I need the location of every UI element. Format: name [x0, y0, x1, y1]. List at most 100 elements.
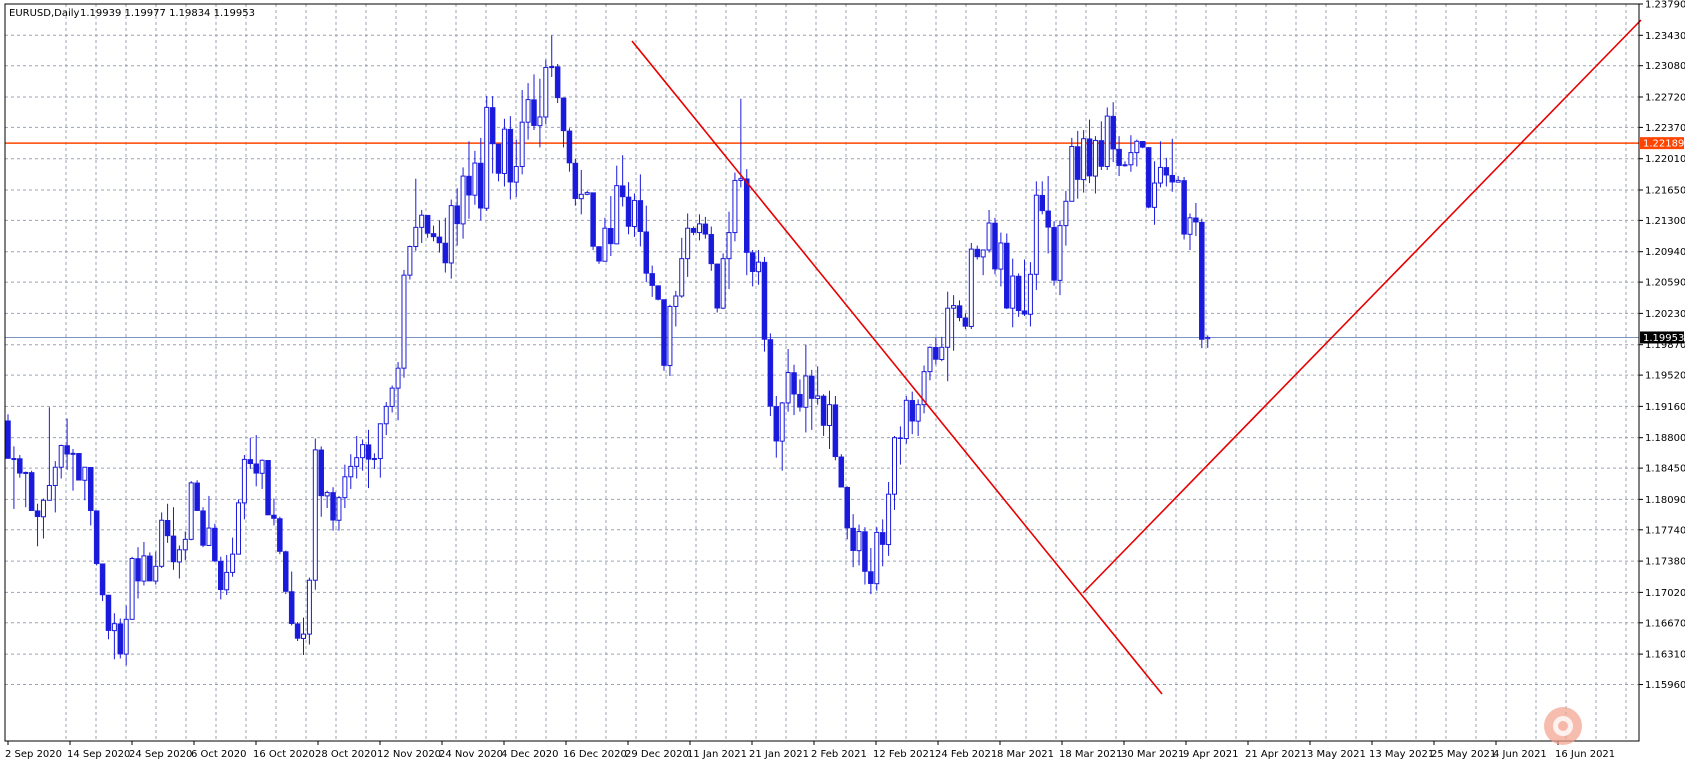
- candle-body-bear: [489, 107, 496, 145]
- time-tick-label: 21 Jan 2021: [749, 749, 809, 760]
- candle-body-bear: [253, 463, 259, 474]
- candle: [625, 182, 632, 235]
- time-tick-label: 2 Feb 2021: [811, 749, 867, 760]
- candle-body-bull: [980, 249, 986, 258]
- candle: [478, 137, 484, 221]
- candle: [1051, 221, 1057, 286]
- candles: [5, 35, 1211, 666]
- candle: [247, 437, 254, 469]
- candle-body-bear: [572, 162, 579, 199]
- candle-body-bull: [159, 519, 165, 567]
- candle: [1199, 218, 1205, 349]
- candle: [76, 453, 82, 481]
- candle: [685, 213, 691, 277]
- candle-body-bull: [1187, 217, 1193, 235]
- candle-body-bull: [395, 367, 401, 389]
- candle-body-bear: [436, 236, 443, 244]
- candle: [1187, 213, 1193, 250]
- candle: [560, 97, 567, 148]
- candle-body-bull: [720, 258, 726, 309]
- candle-body-bear: [531, 99, 537, 126]
- time-tick-label: 18 Mar 2021: [1059, 749, 1122, 760]
- candle-body-bear: [1039, 194, 1045, 212]
- candle-body-bear: [590, 192, 596, 247]
- candle: [1128, 135, 1134, 172]
- candle-body-bear: [1074, 146, 1081, 180]
- candle-body-bull: [383, 405, 389, 425]
- candle: [159, 512, 165, 569]
- candle-body-bull: [1092, 139, 1098, 177]
- candle-body-bear: [619, 185, 626, 198]
- candle: [82, 466, 88, 501]
- candle-body-bull: [986, 222, 992, 251]
- candle: [330, 487, 336, 531]
- plot-frame: [4, 3, 1640, 742]
- candle: [5, 414, 11, 459]
- candle-body-bull: [785, 372, 791, 404]
- candle-body-bear: [714, 263, 720, 309]
- candle: [1086, 119, 1093, 184]
- candle: [1181, 176, 1187, 240]
- candle-body-bull: [23, 471, 29, 474]
- candle-body-bear: [283, 551, 289, 592]
- candle-body-bear: [277, 518, 283, 552]
- candle: [253, 435, 259, 487]
- candle: [619, 155, 626, 207]
- candle: [241, 455, 247, 520]
- candle: [614, 165, 620, 245]
- candle: [962, 313, 969, 330]
- candle: [324, 490, 330, 509]
- candle-body-bull: [336, 497, 342, 521]
- candle-body-bear: [702, 223, 709, 235]
- candle: [105, 594, 112, 640]
- candle: [1116, 136, 1122, 177]
- candle: [531, 74, 537, 131]
- candle-body-bull: [998, 242, 1004, 270]
- candle-body-bull: [324, 491, 330, 497]
- candle-body-bull: [460, 175, 466, 225]
- candle-body-bull: [259, 459, 265, 474]
- candle: [892, 435, 897, 510]
- candle-body-bear: [265, 460, 271, 516]
- candle-body-bear: [773, 406, 780, 442]
- candle: [756, 249, 762, 285]
- candle: [466, 141, 472, 219]
- candle-body-bear: [637, 200, 644, 232]
- candle: [779, 402, 785, 471]
- candle-body-bull: [484, 106, 490, 209]
- candle: [395, 362, 401, 421]
- candle-body-bull: [685, 227, 691, 260]
- time-tick-label: 12 Feb 2021: [873, 749, 935, 760]
- price-tick-label: 1.19160: [1645, 402, 1685, 413]
- candle-body-bear: [365, 444, 372, 460]
- price-tick-label: 1.18800: [1645, 433, 1685, 444]
- candle: [720, 253, 726, 310]
- candle-body-bull: [1010, 275, 1016, 309]
- price-tick-label: 1.21650: [1645, 185, 1685, 196]
- candle-body-bull: [903, 399, 909, 440]
- trendlines[interactable]: [631, 19, 1642, 695]
- candle-body-bear: [1045, 210, 1051, 228]
- candle-body-bull: [448, 205, 454, 264]
- candle-body-bear: [661, 299, 667, 366]
- candle: [1010, 258, 1016, 328]
- candle: [1145, 147, 1152, 209]
- candle-body-bull: [543, 66, 549, 118]
- candle-body-bull: [58, 445, 64, 468]
- candle: [430, 225, 437, 242]
- candle-body-bull: [1057, 225, 1063, 281]
- candle-body-bull: [224, 571, 230, 591]
- candle: [70, 448, 76, 491]
- candle: [454, 188, 460, 246]
- candle: [673, 290, 679, 327]
- time-tick-label: 6 Oct 2020: [191, 749, 246, 760]
- candle: [1039, 181, 1045, 215]
- time-tick-label: 8 Mar 2021: [997, 749, 1054, 760]
- candle-body-bear: [507, 128, 514, 183]
- candle-body-bull: [756, 261, 762, 273]
- time-tick-label: 24 Feb 2021: [935, 749, 997, 760]
- candle-body-bull: [927, 346, 933, 373]
- candle: [224, 555, 230, 595]
